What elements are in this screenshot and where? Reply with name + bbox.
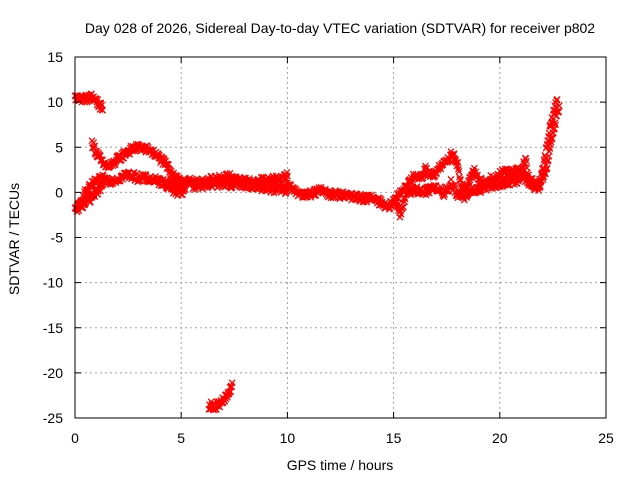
data-point — [516, 172, 524, 180]
series-arc-low — [205, 379, 236, 414]
series-arc-flat-low — [188, 176, 291, 197]
y-tick-label: 15 — [47, 49, 63, 65]
data-point — [454, 158, 462, 166]
data-point — [543, 164, 551, 172]
data-point — [377, 196, 385, 204]
y-tick-label: -10 — [43, 275, 63, 291]
data-point — [397, 210, 405, 218]
y-axis-label: SDTVAR / TECUs — [6, 183, 22, 295]
data-point — [99, 106, 107, 114]
data-point — [227, 388, 235, 396]
data-point — [553, 95, 561, 103]
data-point — [90, 144, 98, 152]
x-tick-label: 0 — [71, 430, 79, 446]
y-tick-label: -20 — [43, 365, 63, 381]
series-arc-descend — [283, 179, 391, 212]
data-point — [99, 181, 107, 189]
x-tick-label: 15 — [386, 430, 402, 446]
axis-ticks: 0 5 10 15 20 25 -25 -20 -15 -10 -5 0 5 10 15 — [43, 49, 614, 446]
y-tick-label: 0 — [55, 184, 63, 200]
data-point — [310, 191, 318, 199]
data-point — [552, 121, 560, 129]
data-point — [555, 108, 563, 116]
x-tick-label: 20 — [492, 430, 508, 446]
data-point — [399, 203, 407, 211]
data-point — [283, 172, 291, 180]
y-tick-label: 5 — [55, 139, 63, 155]
data-point — [555, 102, 563, 110]
data-point — [548, 135, 556, 143]
y-tick-label: -25 — [43, 410, 63, 426]
y-tick-label: 10 — [47, 94, 63, 110]
y-tick-label: -5 — [51, 230, 64, 246]
data-point — [97, 100, 105, 107]
data-point — [455, 168, 463, 176]
data-point — [177, 191, 185, 199]
x-tick-label: 25 — [598, 430, 614, 446]
data-point — [440, 193, 448, 201]
data-point — [360, 198, 368, 206]
data-point — [91, 142, 99, 150]
series-arc-late-low — [385, 102, 563, 221]
data-point — [228, 379, 236, 387]
data-point — [551, 119, 559, 127]
chart-title: Day 028 of 2026, Sidereal Day-to-day VTE… — [85, 20, 595, 36]
data-point — [470, 164, 478, 172]
data-point — [454, 165, 462, 173]
x-tick-label: 5 — [177, 430, 185, 446]
y-tick-label: -15 — [43, 320, 63, 336]
x-tick-label: 10 — [280, 430, 296, 446]
data-point — [413, 183, 421, 191]
x-axis-label: GPS time / hours — [287, 457, 394, 473]
data-point — [522, 157, 530, 165]
data-series — [71, 90, 563, 414]
